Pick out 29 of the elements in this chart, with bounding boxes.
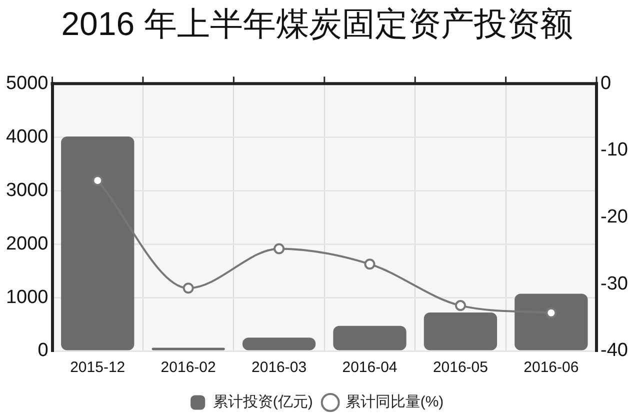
point xyxy=(182,282,194,294)
y-tick-label: 1000 xyxy=(6,286,48,308)
bar xyxy=(242,338,316,350)
point xyxy=(92,175,104,186)
x-tick-label: 2016-06 xyxy=(524,359,579,376)
point xyxy=(274,243,285,254)
y2-tick-label: -40 xyxy=(600,340,628,362)
bar xyxy=(333,326,406,350)
y-tick-label: 2000 xyxy=(6,233,48,254)
chart-title: 2016 年上半年煤炭固定资产投资额 xyxy=(61,4,573,42)
y2-tick-label: 0 xyxy=(600,72,612,94)
bar xyxy=(152,348,225,350)
point xyxy=(364,258,376,270)
y-tick-label: 4000 xyxy=(6,126,48,148)
x-tick-label: 2015-12 xyxy=(70,359,126,376)
y2-tick-label: -20 xyxy=(600,206,628,228)
legend-label: 累计同比量(%) xyxy=(345,394,444,411)
point xyxy=(546,307,557,318)
x-tick-label: 2016-02 xyxy=(160,359,216,376)
x-tick-label: 2016-05 xyxy=(432,359,488,376)
point xyxy=(454,300,466,312)
y-tick-label: 3000 xyxy=(6,180,48,201)
x-tick-label: 2016-03 xyxy=(252,359,307,376)
y2-tick-label: -30 xyxy=(600,273,628,294)
legend-label: 累计投资(亿元) xyxy=(212,394,313,411)
y-tick-label: 5000 xyxy=(6,72,48,94)
x-tick-label: 2016-04 xyxy=(342,359,398,376)
y-tick-label: 0 xyxy=(38,340,48,362)
y2-tick-label: -10 xyxy=(600,140,628,161)
